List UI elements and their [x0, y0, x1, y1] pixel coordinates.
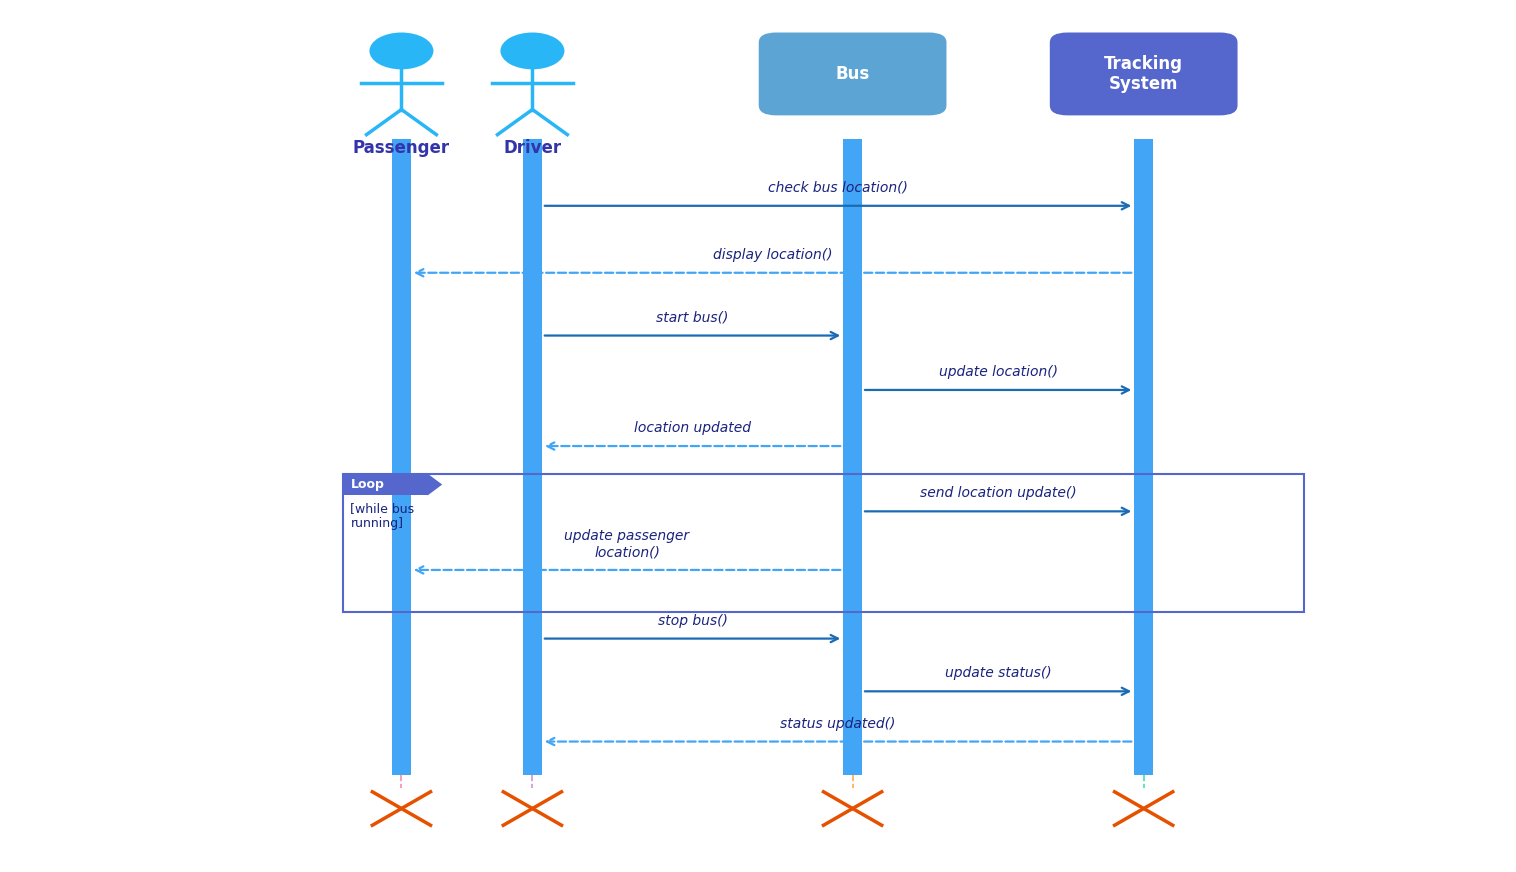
Text: Loop: Loop — [350, 478, 385, 491]
Text: start bus(): start bus() — [656, 310, 729, 324]
Text: status updated(): status updated() — [781, 717, 896, 731]
Text: [while bus
running]: [while bus running] — [350, 502, 414, 530]
Text: Driver: Driver — [503, 139, 561, 157]
Text: send location update(): send location update() — [920, 487, 1076, 501]
Bar — [343, 473, 1304, 612]
Text: display location(): display location() — [713, 248, 832, 262]
Text: location updated: location updated — [634, 421, 750, 435]
Text: check bus location(): check bus location() — [769, 181, 908, 195]
Text: update status(): update status() — [944, 666, 1052, 680]
Bar — [523, 139, 541, 775]
Polygon shape — [428, 473, 443, 495]
Text: Tracking
System: Tracking System — [1104, 55, 1182, 93]
FancyBboxPatch shape — [1049, 32, 1237, 115]
FancyBboxPatch shape — [758, 32, 946, 115]
Text: Bus: Bus — [835, 65, 870, 83]
Bar — [843, 139, 863, 775]
Bar — [1134, 139, 1154, 775]
Text: Passenger: Passenger — [353, 139, 450, 157]
Bar — [343, 473, 1304, 612]
Circle shape — [500, 32, 564, 70]
Text: update location(): update location() — [938, 365, 1058, 379]
Text: stop bus(): stop bus() — [658, 614, 728, 628]
Circle shape — [370, 32, 434, 70]
Bar — [343, 473, 428, 495]
Text: update passenger
location(): update passenger location() — [564, 528, 690, 559]
Bar — [393, 139, 411, 775]
